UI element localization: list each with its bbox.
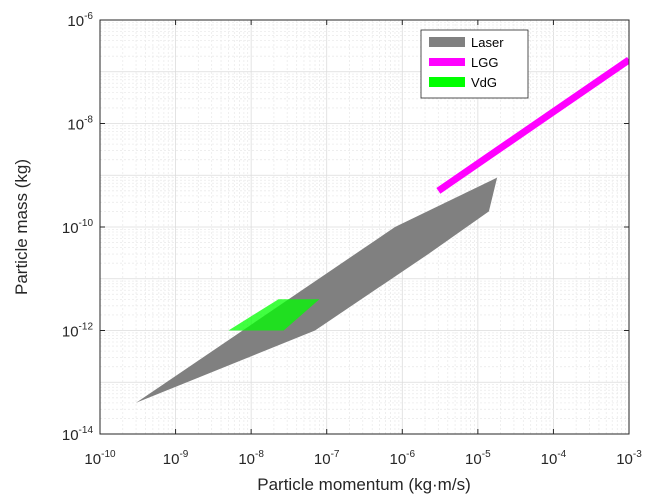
series-laser-region	[136, 177, 498, 403]
x-tick-label: 10-10	[84, 449, 116, 468]
x-tick-labels: 10-10 10-9 10-8 10-7 10-6 10-5 10-4 10-3	[84, 449, 642, 468]
x-tick-label: 10-8	[238, 449, 264, 468]
legend-label-vdg: VdG	[471, 75, 497, 90]
x-tick-label: 10-3	[616, 449, 642, 468]
x-tick-label: 10-6	[389, 449, 415, 468]
legend-swatch-laser	[429, 37, 465, 47]
y-tick-label: 10-12	[62, 322, 94, 341]
series-vdg-region	[228, 299, 320, 331]
x-tick-label: 10-7	[314, 449, 340, 468]
legend-swatch-vdg	[429, 77, 465, 87]
x-axis-label: Particle momentum (kg·m/s)	[257, 475, 470, 494]
legend-swatch-lgg	[429, 58, 465, 66]
x-tick-label: 10-5	[465, 449, 491, 468]
y-tick-label: 10-8	[67, 115, 93, 134]
y-tick-label: 10-14	[62, 425, 94, 444]
y-tick-labels: 10-14 10-12 10-10 10-8 10-6	[62, 11, 94, 444]
legend-label-lgg: LGG	[471, 55, 498, 70]
series-layer	[136, 56, 629, 403]
x-tick-label: 10-9	[163, 449, 189, 468]
legend: Laser LGG VdG	[420, 29, 529, 99]
axis-ticks	[99, 19, 630, 435]
y-tick-label: 10-6	[67, 11, 93, 30]
y-tick-label: 10-10	[62, 218, 94, 237]
y-axis-label: Particle mass (kg)	[12, 159, 31, 295]
legend-label-laser: Laser	[471, 35, 504, 50]
x-tick-label: 10-4	[541, 449, 567, 468]
series-lgg-band	[436, 56, 629, 194]
